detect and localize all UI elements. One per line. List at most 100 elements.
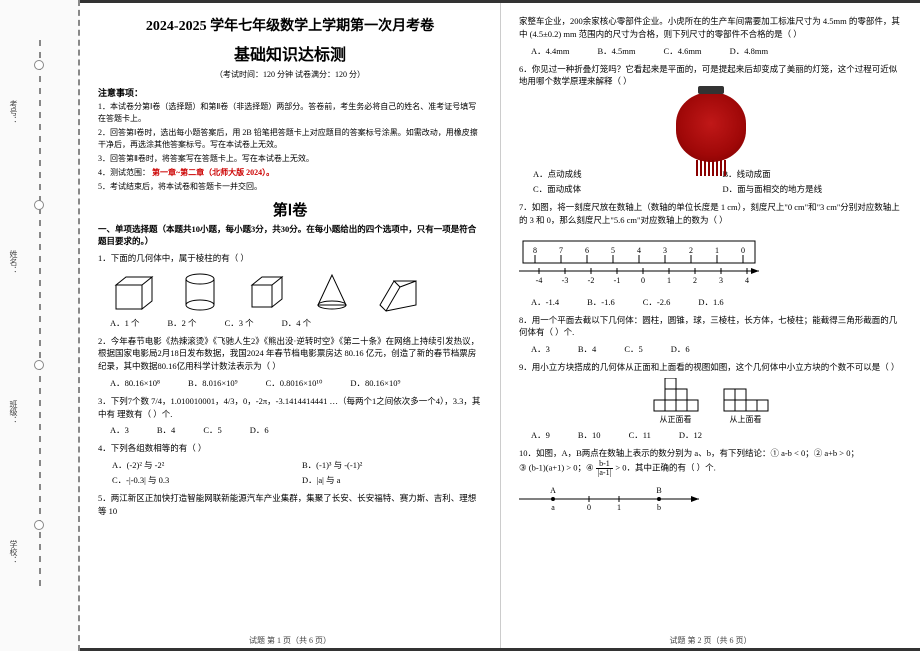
page-footer: 试题 第 1 页（共 6 页）: [80, 635, 500, 646]
opt: D．6: [671, 343, 690, 355]
svg-text:5: 5: [611, 246, 615, 255]
svg-text:3: 3: [663, 246, 667, 255]
q10-mid: ③ (b-1)(a+1) > 0；④: [519, 462, 594, 472]
opt: B．-1.6: [587, 296, 615, 308]
tetromino-icon: [653, 378, 699, 412]
opt: C．5: [203, 424, 221, 436]
q4-text: 4．下列各组数相等的有（ ）: [98, 442, 482, 455]
exam-title: 2024-2025 学年七年级数学上学期第一次月考卷: [98, 15, 482, 35]
page-1: 2024-2025 学年七年级数学上学期第一次月考卷 基础知识达标测 （考试时间…: [80, 3, 500, 648]
svg-text:0: 0: [741, 246, 745, 255]
part1-title: 第Ⅰ卷: [98, 199, 482, 220]
opt: A．3: [531, 343, 550, 355]
binding-hole-icon: [34, 60, 44, 70]
cube-icon: [244, 271, 288, 313]
svg-text:3: 3: [719, 276, 723, 285]
opt: C．4.6mm: [664, 45, 702, 57]
notice-item: 4．测试范围： 第一章~第二章（北师大版 2024）。: [98, 167, 482, 179]
opt: D．面与面相交的地方是线: [723, 183, 903, 195]
q3-options: A．3 B．4 C．5 D．6: [110, 424, 482, 436]
svg-text:a: a: [551, 503, 555, 512]
opt: A．3: [110, 424, 129, 436]
svg-text:4: 4: [745, 276, 749, 285]
svg-text:1: 1: [667, 276, 671, 285]
binding-label-name: 姓名：: [8, 250, 19, 274]
opt: C．-|-0.3| 与 0.3: [112, 474, 292, 486]
opt: A．(-2)² 与 -2²: [112, 459, 292, 471]
binding-dashed-line: [39, 40, 41, 590]
opt: D．6: [250, 424, 269, 436]
svg-text:8: 8: [533, 246, 537, 255]
notice-text: 4．测试范围：: [98, 168, 150, 177]
view-label: 从上面看: [723, 414, 769, 425]
opt: D．4 个: [282, 317, 312, 329]
exam-subtitle: 基础知识达标测: [98, 41, 482, 65]
notice-item: 1．本试卷分第Ⅰ卷（选择题）和第Ⅱ卷（非选择题）两部分。答卷前，考生务必将自己的…: [98, 101, 482, 125]
svg-text:6: 6: [585, 246, 589, 255]
prism-icon: [376, 271, 420, 313]
lantern-icon: [676, 92, 746, 162]
opt: A．80.16×10⁸: [110, 377, 160, 389]
q10-pre: 10．如图，A，B两点在数轴上表示的数分别为 a、b，有下列结论：① a-b <…: [519, 448, 859, 458]
opt: D．12: [679, 429, 702, 441]
cylinder-icon: [178, 271, 222, 313]
opt: D．1.6: [698, 296, 723, 308]
opt: C．11: [629, 429, 651, 441]
opt: B．4: [157, 424, 175, 436]
q1-options: A．1 个 B．2 个 C．3 个 D．4 个: [110, 317, 482, 329]
svg-text:-1: -1: [614, 276, 621, 285]
svg-text:-3: -3: [562, 276, 569, 285]
svg-text:B: B: [656, 486, 661, 495]
q7-text: 7．如图，将一刻度尺放在数轴上（数轴的单位长度是 1 cm），刻度尺上"0 cm…: [519, 201, 902, 227]
q9-text: 9．用小立方块搭成的几何体从正面和上面看的视图如图，这个几何体中小立方块的个数不…: [519, 361, 902, 374]
frac-den: |a-1|: [596, 469, 613, 477]
opt: B．线动成面: [723, 168, 903, 180]
q2-text: 2．今年春节电影《热辣滚烫》《飞驰人生2》《熊出没·逆转时空》《第二十条》在网络…: [98, 335, 482, 373]
binding-margin: 学校： 班级： 姓名： 考号：: [0, 0, 80, 651]
q8-options: A．3 B．4 C．5 D．6: [531, 343, 902, 355]
svg-text:2: 2: [689, 246, 693, 255]
opt: A．-1.4: [531, 296, 559, 308]
binding-hole-icon: [34, 520, 44, 530]
svg-text:A: A: [550, 486, 556, 495]
svg-text:0: 0: [641, 276, 645, 285]
q4-options: A．(-2)² 与 -2² B．(-1)³ 与 -(-1)² C．-|-0.3|…: [112, 459, 482, 486]
q10-post: > 0．其中正确的有（ ）个.: [615, 462, 715, 472]
notice-item: 2．回答第Ⅰ卷时，选出每小题答案后，用 2B 铅笔把答题卡上对应题目的答案标号涂…: [98, 127, 482, 151]
pages-container: 2024-2025 学年七年级数学上学期第一次月考卷 基础知识达标测 （考试时间…: [80, 0, 920, 651]
tetromino-icon: [723, 378, 769, 412]
opt: B．(-1)³ 与 -(-1)²: [302, 459, 482, 471]
opt: B．8.016×10⁹: [188, 377, 238, 389]
binding-hole-icon: [34, 200, 44, 210]
notice-range-red: 第一章~第二章（北师大版 2024）。: [152, 168, 274, 177]
q10-text: 10．如图，A，B两点在数轴上表示的数分别为 a、b，有下列结论：① a-b <…: [519, 447, 902, 477]
q3-pre: 3．下列7个数: [98, 396, 149, 406]
q1-shapes: [112, 271, 482, 313]
top-view: 从上面看: [723, 378, 769, 425]
opt: D．80.16×10⁹: [350, 377, 400, 389]
q3-text: 3．下列7个数 7/4，1.010010001，4/3，0，-2π，-3.141…: [98, 395, 482, 421]
q8-text: 8．用一个平面去截以下几何体：圆柱，圆锥，球，三棱柱，长方体，七棱柱；能截得三角…: [519, 314, 902, 340]
svg-text:0: 0: [587, 503, 591, 512]
opt: A．9: [531, 429, 550, 441]
svg-text:2: 2: [693, 276, 697, 285]
svg-text:7: 7: [559, 246, 563, 255]
opt: C．5: [624, 343, 642, 355]
opt: C．面动成体: [533, 183, 713, 195]
cuboid-icon: [112, 271, 156, 313]
opt: D．4.8mm: [730, 45, 769, 57]
opt: D．|a| 与 a: [302, 474, 482, 486]
binding-label-class: 班级：: [8, 400, 19, 424]
binding-label-school: 学校：: [8, 540, 19, 564]
notice-item: 3．回答第Ⅱ卷时，将答案写在答题卡上。写在本试卷上无效。: [98, 153, 482, 165]
svg-text:-2: -2: [588, 276, 595, 285]
exam-info: （考试时间：120 分钟 试卷满分：120 分）: [98, 69, 482, 80]
q5-text-start: 5．两江新区正加快打造智能网联新能源汽车产业集群，集聚了长安、长安福特、赛力斯、…: [98, 492, 482, 518]
svg-text:-4: -4: [536, 276, 543, 285]
binding-hole-icon: [34, 360, 44, 370]
opt: C．-2.6: [643, 296, 671, 308]
opt: A．1 个: [110, 317, 140, 329]
opt: B．10: [578, 429, 601, 441]
opt: C．3 个: [225, 317, 254, 329]
q7-options: A．-1.4 B．-1.6 C．-2.6 D．1.6: [531, 296, 902, 308]
